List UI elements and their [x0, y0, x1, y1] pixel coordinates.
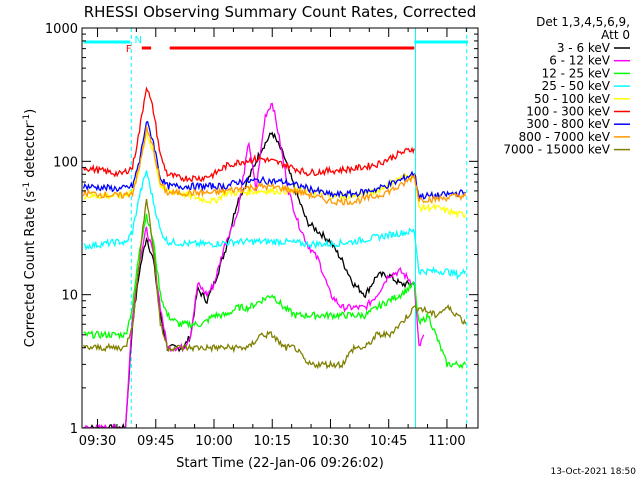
x-tick-label: 09:45: [137, 434, 174, 449]
series-line-3-6-kev: [83, 131, 415, 428]
legend-entry-label: 25 - 50 keV: [542, 79, 611, 93]
y-tick-label: 10: [61, 289, 78, 304]
legend-header-detectors: Det 1,3,4,5,6,9,: [536, 15, 630, 29]
legend-entry-label: 12 - 25 keV: [542, 66, 611, 80]
y-tick-label: 100: [53, 155, 78, 170]
legend-entry-label: 50 - 100 keV: [534, 92, 611, 106]
x-tick-label: 10:45: [370, 434, 407, 449]
x-axis-label: Start Time (22-Jan-06 09:26:02): [176, 456, 384, 471]
night-label: N: [135, 35, 142, 46]
flare-label: F: [126, 44, 132, 55]
legend-entry-label: 3 - 6 keV: [557, 41, 611, 55]
marker-lines: [130, 28, 468, 428]
legend-entry-label: 7000 - 15000 keV: [503, 143, 610, 157]
x-tick-label: 09:30: [79, 434, 116, 449]
x-tick-label: 11:00: [428, 434, 465, 449]
y-axis: 1 10 100 1000: [45, 22, 478, 437]
x-tick-label: 10:30: [312, 434, 349, 449]
footer-timestamp: 13-Oct-2021 18:50: [551, 467, 637, 477]
legend-entry-label: 300 - 800 keV: [526, 117, 610, 131]
x-tick-label: 10:00: [195, 434, 232, 449]
series-line-50-100-kev: [83, 131, 467, 219]
series-line-12-25-kev: [83, 213, 467, 370]
series-line-7000-15000-kev: [83, 198, 467, 370]
y-tick-label: 1: [70, 422, 78, 437]
legend-entry-label: 6 - 12 keV: [549, 54, 611, 68]
series-line-25-50-kev: [83, 170, 467, 281]
legend-header-attenuator: Att 0: [601, 28, 630, 42]
chart-title: RHESSI Observing Summary Count Rates, Co…: [84, 3, 477, 21]
legend-entry-label: 800 - 7000 keV: [519, 130, 611, 144]
x-tick-label: 10:15: [254, 434, 291, 449]
plot-frame: [81, 27, 479, 429]
y-axis-label: Corrected Count Rate (s-1 detector-1): [22, 109, 38, 347]
y-tick-label: 1000: [45, 22, 78, 37]
legend-entry-label: 100 - 300 keV: [526, 105, 610, 119]
series-line-300-800-kev: [82, 120, 466, 201]
series-layer: [82, 86, 467, 428]
series-line-6-12-kev: [83, 102, 425, 428]
x-axis: 09:30 09:45 10:00 10:15 10:30 10:45 11:00: [79, 28, 467, 449]
flare-night-bars: FN: [83, 35, 468, 55]
series-line-100-300-kev: [83, 86, 415, 183]
series-line-800-7000-kev: [82, 126, 467, 206]
